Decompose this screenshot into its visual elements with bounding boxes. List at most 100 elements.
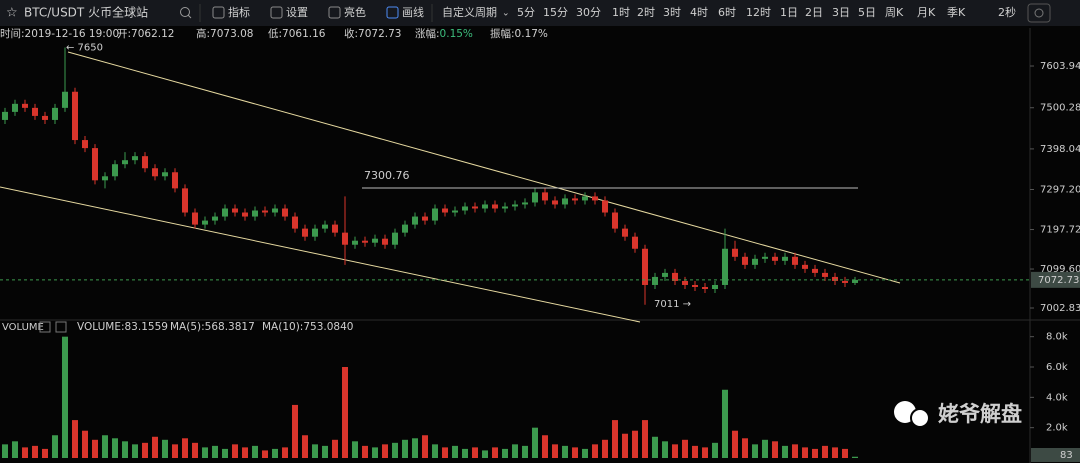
volume-bar	[542, 435, 548, 458]
period-button[interactable]: 30分	[576, 6, 601, 19]
candle-body	[572, 198, 578, 201]
period-button[interactable]: 5分	[517, 6, 535, 19]
candle-body	[372, 238, 378, 243]
watermark: 姥爷解盘	[894, 401, 1022, 428]
period-button[interactable]: 4时	[690, 6, 708, 19]
camera-icon[interactable]	[1027, 3, 1051, 23]
candle-body	[82, 140, 88, 149]
info-item: 振幅:0.17%	[490, 27, 548, 40]
low-annotation: 7011 →	[654, 299, 691, 310]
period-button[interactable]: 3时	[663, 6, 681, 19]
candle-body	[642, 248, 648, 285]
tool-button[interactable]: 画线	[402, 5, 424, 19]
candle-body	[722, 248, 728, 285]
star-icon[interactable]: ☆	[6, 6, 18, 21]
period-button[interactable]: 月K	[917, 6, 936, 19]
volume-bar	[342, 367, 348, 458]
info-value: 7061.16	[282, 28, 326, 40]
search-icon[interactable]	[180, 7, 190, 17]
vol-tick-label: 4.0k	[1046, 392, 1068, 403]
candle-body	[672, 272, 678, 281]
candle-body	[442, 208, 448, 213]
period-button[interactable]: 6时	[718, 6, 736, 19]
candle-body	[522, 202, 528, 205]
candle-body	[402, 224, 408, 233]
candle-body	[762, 256, 768, 259]
candle-body	[662, 272, 668, 277]
volume-bar	[312, 444, 318, 458]
candle-body	[602, 200, 608, 213]
tool-button[interactable]: 指标	[228, 5, 250, 19]
vol-last-label: 83	[1060, 450, 1073, 461]
watermark-text: 姥爷解盘	[938, 402, 1022, 426]
volume-bar	[272, 448, 278, 458]
info-item: 高:7073.08	[196, 27, 253, 40]
volume-bar	[612, 420, 618, 458]
candle-body	[752, 258, 758, 265]
candle-body	[222, 208, 228, 217]
candle-body	[122, 160, 128, 165]
volume-bar	[522, 445, 528, 458]
volume-bar	[582, 448, 588, 458]
volume-bar	[132, 444, 138, 458]
period-button[interactable]: 季K	[947, 6, 966, 19]
volume-bar	[712, 442, 718, 458]
period-button[interactable]: 12时	[746, 6, 771, 19]
candle-body	[842, 280, 848, 283]
period-button[interactable]: 1时	[612, 6, 630, 19]
volume-bar	[722, 389, 728, 458]
y-tick-label: 7398.04	[1040, 144, 1080, 155]
volume-bar	[402, 439, 408, 458]
volume-bar	[382, 444, 388, 458]
candle-body	[52, 107, 58, 120]
candle-body	[782, 256, 788, 261]
symbol[interactable]: BTC/USDT 火币全球站	[24, 5, 148, 20]
volume-bar	[172, 444, 178, 458]
volume-bar	[592, 444, 598, 458]
candle-body	[142, 156, 148, 169]
settings-icon[interactable]	[39, 321, 51, 333]
info-value: 7062.12	[131, 28, 174, 40]
period-button[interactable]: 1日	[780, 6, 798, 19]
candle-body	[162, 172, 168, 177]
volume-bar	[142, 442, 148, 458]
volume-bar	[682, 439, 688, 458]
volume-bar	[152, 436, 158, 458]
trend-line-upper	[67, 51, 901, 284]
volume-bar	[192, 442, 198, 458]
trend-line-lower	[0, 186, 641, 323]
tool-button[interactable]: 亮色	[344, 5, 366, 19]
volume-bar	[422, 435, 428, 458]
close-icon[interactable]	[55, 321, 67, 333]
candle-body	[12, 103, 18, 112]
candle-body	[292, 216, 298, 229]
refresh-interval[interactable]: 2秒	[998, 5, 1016, 19]
candle-body	[132, 156, 138, 161]
y-tick-label: 7197.72	[1040, 225, 1080, 236]
last-price-label: 7072.73	[1038, 275, 1079, 286]
volume-bar	[802, 447, 808, 458]
volume-bar	[472, 447, 478, 458]
candle-body	[232, 208, 238, 213]
candle-body	[312, 228, 318, 237]
period-button[interactable]: 3日	[832, 6, 850, 19]
custom-period[interactable]: 自定义周期	[442, 5, 497, 19]
tool-button[interactable]: 设置	[286, 6, 308, 19]
period-button[interactable]: 2日	[805, 6, 823, 19]
period-button[interactable]: 15分	[543, 6, 568, 19]
volume-bar	[212, 445, 218, 458]
period-button[interactable]: 周K	[885, 6, 904, 19]
candle-body	[62, 91, 68, 108]
candle-body	[542, 192, 548, 201]
tool-icon	[386, 6, 399, 19]
tool-icon	[270, 6, 283, 19]
info-item: 涨幅:0.15%	[415, 27, 473, 40]
candle-body	[512, 204, 518, 207]
volume-bar	[182, 438, 188, 458]
period-button[interactable]: 2时	[637, 6, 655, 19]
volume-bar	[672, 444, 678, 458]
period-button[interactable]: 5日	[858, 6, 876, 19]
vol-tick-label: 6.0k	[1046, 362, 1068, 373]
candle-body	[592, 196, 598, 201]
candle-body	[2, 111, 8, 120]
